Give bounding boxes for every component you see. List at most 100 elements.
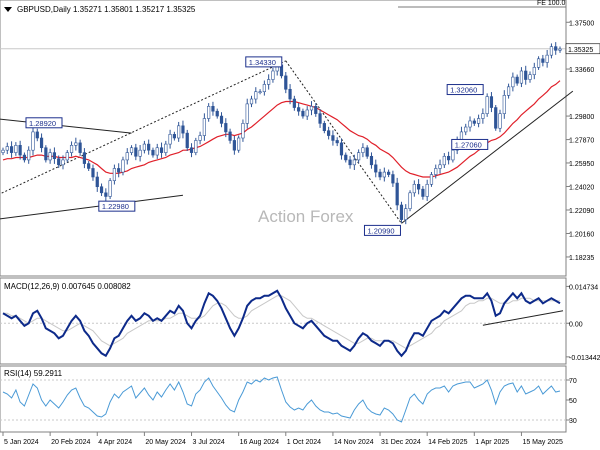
candle-body (378, 171, 382, 178)
rsi-tick-label: 70 (569, 378, 577, 385)
candle-body (446, 155, 451, 161)
moving-average-line (2, 80, 561, 178)
candle-body (138, 149, 142, 157)
candle-body (361, 147, 365, 153)
candle-body (417, 183, 421, 190)
x-tick-label: 3 Jul 2024 (193, 439, 225, 446)
candle-body (168, 134, 172, 145)
dotted-drop-line (285, 60, 402, 224)
candle-body (14, 145, 18, 153)
candle-body (318, 113, 322, 124)
candle-body (172, 134, 176, 139)
candle-body (194, 140, 198, 153)
candle-body (267, 79, 271, 85)
candle-body (292, 98, 296, 108)
candle-body (91, 168, 95, 178)
candle-body (404, 208, 408, 220)
candle-body (314, 106, 318, 114)
rsi-legend: RSI(14) 59.2911 (4, 369, 63, 378)
rsi-tick-label: 50 (569, 398, 577, 405)
candle-body (305, 109, 309, 117)
x-tick-label: 4 Apr 2024 (98, 439, 132, 446)
price-tick-label: 1.20160 (569, 232, 594, 239)
candle-body (237, 137, 241, 151)
candle-body (438, 164, 442, 169)
candle-body (421, 188, 425, 197)
candle-body (352, 159, 356, 166)
candle-body (425, 183, 429, 197)
candle-body (391, 174, 395, 184)
last-price-box (565, 43, 600, 55)
candle-body (519, 70, 524, 84)
price-annotation: 1.27060 (455, 140, 482, 149)
candle-body (82, 152, 87, 164)
price-annotation-box (446, 84, 484, 96)
price-annotation-box (451, 138, 489, 150)
candle-body (442, 155, 446, 166)
candle-body (27, 149, 31, 161)
candle-body (155, 147, 159, 156)
candle-body (189, 147, 194, 153)
candle-body (134, 147, 138, 157)
price-annotation-box (363, 224, 401, 236)
candle-body (219, 115, 224, 124)
candle-body (348, 159, 352, 166)
candle-body (125, 152, 129, 161)
x-tick-label: 5 Jan 2024 (4, 439, 39, 446)
candle-body (245, 103, 249, 124)
candle-body (434, 168, 438, 175)
candle-body (215, 110, 219, 117)
candle-body (301, 110, 305, 117)
candle-body (412, 183, 416, 194)
x-tick-label: 16 Aug 2024 (240, 439, 279, 446)
x-tick-label: 14 Feb 2025 (428, 439, 467, 446)
candle-body (18, 145, 22, 156)
candle-body (44, 147, 48, 161)
uptrend-line (401, 90, 574, 224)
candle-body (464, 126, 468, 133)
candle-body (429, 174, 434, 185)
candle-body (528, 74, 532, 80)
candle-body (9, 146, 14, 153)
candle-body (177, 125, 181, 139)
candle-body (481, 113, 485, 119)
candle-body (357, 152, 361, 161)
candle-body (476, 118, 481, 124)
candle-body (451, 149, 455, 161)
macd-panel: MACD(12,26,9) 0.007645 0.008082 (0, 277, 567, 365)
x-tick-label: 31 Dec 2024 (381, 439, 421, 446)
dotted-trend-line (0, 60, 286, 195)
price-annotation: 1.34330 (249, 58, 276, 67)
dropdown-arrow-icon[interactable] (4, 7, 12, 12)
candle-body (382, 171, 386, 178)
macd-tick-label: -0.013442 (569, 355, 600, 362)
candle-body (331, 135, 335, 141)
watermark: Action Forex (258, 207, 354, 226)
price-annotation: 1.22980 (102, 202, 129, 211)
price-tick-label: 1.27870 (569, 138, 594, 145)
candle-body (374, 164, 378, 173)
price-annotation: 1.28920 (29, 119, 56, 128)
candle-body (485, 96, 489, 114)
x-tick-label: 1 Oct 2024 (287, 439, 321, 446)
candle-body (22, 154, 27, 161)
price-tick-label: 1.18235 (569, 255, 594, 262)
price-annotation: 1.20990 (367, 226, 394, 235)
price-tick-label: 1.25950 (569, 161, 594, 168)
price-annotation: 1.32060 (450, 86, 477, 95)
rsi-line (2, 376, 561, 423)
candle-body (57, 158, 61, 166)
candle-body (468, 120, 472, 128)
candle-body (112, 168, 116, 181)
candle-body (344, 154, 348, 161)
price-annotation-box (25, 117, 63, 129)
candle-body (232, 140, 236, 151)
candle-body (541, 58, 545, 63)
candle-body (271, 70, 275, 80)
candle-body (369, 155, 374, 166)
candle-body (159, 147, 164, 153)
price-tick-label: 1.22090 (569, 208, 594, 215)
last-price-label: 1.35325 (568, 47, 593, 54)
candle-body (48, 152, 52, 161)
